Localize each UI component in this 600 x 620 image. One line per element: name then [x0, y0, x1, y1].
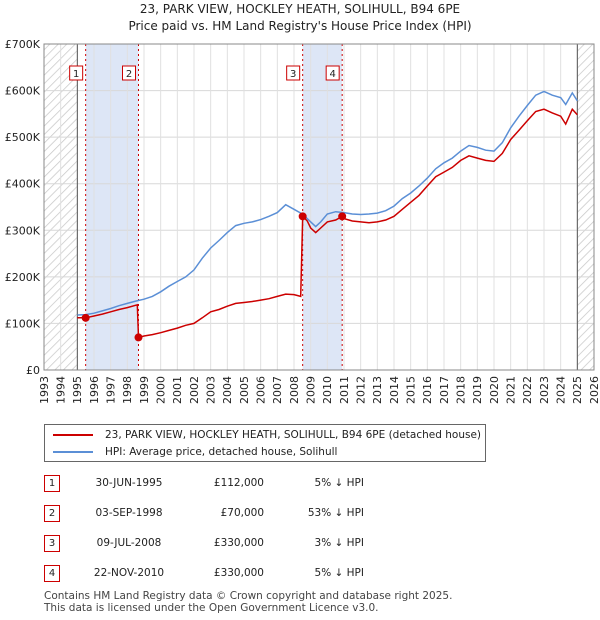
x-tick-label: 2021 — [505, 376, 518, 404]
sale-number-label: 4 — [329, 69, 335, 80]
legend-label-hpi: HPI: Average price, detached house, Soli… — [105, 446, 338, 458]
y-tick-label: £100K — [5, 317, 41, 330]
footer-copyright: Contains HM Land Registry data © Crown c… — [44, 590, 453, 602]
sale-number-box — [325, 65, 340, 81]
chart-subtitle: Price paid vs. HM Land Registry's House … — [128, 19, 472, 33]
x-tick-label: 2010 — [321, 376, 334, 404]
x-tick-label: 2000 — [155, 376, 168, 404]
sale-number: 4 — [44, 565, 60, 582]
sale-date: 03-SEP-1998 — [95, 507, 163, 519]
sale-hpi-diff: 5% ↓ HPI — [314, 567, 364, 579]
table-row: 2 03-SEP-1998 £70,000 53% ↓ HPI — [44, 502, 384, 532]
legend-swatch-property — [53, 434, 93, 436]
footer-licence: This data is licensed under the Open Gov… — [44, 602, 379, 614]
x-tick-label: 2007 — [271, 376, 284, 404]
x-tick-label: 1998 — [121, 376, 134, 404]
legend-item-property: 23, PARK VIEW, HOCKLEY HEATH, SOLIHULL, … — [53, 427, 481, 443]
x-tick-label: 2018 — [455, 376, 468, 404]
x-tick-label: 2002 — [188, 376, 201, 404]
x-tick-label: 1995 — [71, 376, 84, 404]
x-tick-label: 2026 — [588, 376, 600, 404]
sale-price: £70,000 — [220, 507, 264, 519]
sale-point — [298, 212, 307, 221]
price-chart: 1 2 3 4 £0 £100K £200K £300K £400K £500K £600K £70… — [5, 38, 600, 404]
sale-price: £330,000 — [213, 537, 264, 549]
x-tick-label: 1994 — [55, 376, 68, 404]
x-tick-label: 1993 — [38, 376, 51, 404]
y-tick-label: £200K — [5, 271, 41, 284]
y-tick-label: £0 — [26, 364, 40, 377]
x-tick-label: 2009 — [305, 376, 318, 404]
y-tick-label: £700K — [5, 38, 41, 51]
x-tick-label: 1999 — [138, 376, 151, 404]
sale-date: 30-JUN-1995 — [95, 477, 163, 489]
x-tick-label: 2020 — [488, 376, 501, 404]
legend-label-property: 23, PARK VIEW, HOCKLEY HEATH, SOLIHULL, … — [105, 429, 482, 441]
sale-number-label: 2 — [126, 69, 132, 80]
x-tick-label: 2016 — [421, 376, 434, 404]
sale-point — [81, 313, 90, 322]
sale-number-box — [122, 65, 136, 81]
x-tick-label: 2022 — [521, 376, 534, 404]
legend-swatch-hpi — [53, 451, 93, 453]
x-tick-label: 1996 — [88, 376, 101, 404]
chart-title: 23, PARK VIEW, HOCKLEY HEATH, SOLIHULL, … — [139, 2, 461, 16]
x-tick-label: 2011 — [338, 376, 351, 404]
x-tick-label: 2012 — [355, 376, 368, 404]
hpi-line — [77, 90, 578, 316]
highlight-region — [302, 44, 343, 370]
x-tick-label: 2005 — [238, 376, 251, 404]
sale-hpi-diff: 5% ↓ HPI — [314, 477, 364, 489]
sale-number: 2 — [44, 505, 60, 522]
sale-price: £330,000 — [213, 567, 264, 579]
footer: Contains HM Land Registry data © Crown c… — [44, 590, 452, 614]
x-tick-label: 2023 — [538, 376, 551, 404]
sale-number-box — [286, 65, 301, 81]
table-row: 1 30-JUN-1995 £112,000 5% ↓ HPI — [44, 472, 384, 502]
x-tick-label: 2025 — [571, 376, 584, 404]
sale-number: 3 — [44, 535, 60, 552]
x-tick-label: 1997 — [105, 376, 118, 404]
x-tick-label: 2003 — [205, 376, 218, 404]
sale-price: £112,000 — [213, 477, 264, 489]
table-row: 4 22-NOV-2010 £330,000 5% ↓ HPI — [44, 562, 384, 592]
y-tick-label: £300K — [5, 224, 41, 237]
sale-point — [134, 333, 143, 342]
y-tick-label: £400K — [5, 178, 41, 191]
x-tick-label: 2024 — [555, 376, 568, 404]
legend-item-hpi: HPI: Average price, detached house, Soli… — [53, 444, 337, 460]
x-tick-label: 2013 — [371, 376, 384, 404]
sale-number-label: 1 — [73, 69, 79, 80]
x-tick-label: 2004 — [221, 376, 234, 404]
x-tick-label: 2015 — [405, 376, 418, 404]
sale-date: 09-JUL-2008 — [96, 537, 162, 549]
plot-frame — [43, 43, 595, 371]
x-tick-label: 2008 — [288, 376, 301, 404]
legend: 23, PARK VIEW, HOCKLEY HEATH, SOLIHULL, … — [44, 424, 486, 462]
property-price-line — [77, 107, 578, 339]
y-tick-label: £500K — [5, 131, 41, 144]
x-tick-label: 2014 — [388, 376, 401, 404]
y-tick-label: £600K — [5, 85, 41, 98]
hatched-region — [577, 44, 594, 370]
sale-number-label: 3 — [290, 69, 296, 80]
sale-hpi-diff: 53% ↓ HPI — [307, 507, 364, 519]
table-row: 3 09-JUL-2008 £330,000 3% ↓ HPI — [44, 532, 384, 562]
x-tick-label: 2019 — [471, 376, 484, 404]
sale-number: 1 — [44, 475, 60, 492]
sale-point — [338, 212, 347, 221]
sales-table: 1 30-JUN-1995 £112,000 5% ↓ HPI 2 03-SEP… — [44, 472, 384, 592]
x-tick-label: 2017 — [438, 376, 451, 404]
x-tick-label: 2006 — [255, 376, 268, 404]
x-tick-label: 2001 — [171, 376, 184, 404]
sale-number-box — [69, 65, 84, 81]
sale-hpi-diff: 3% ↓ HPI — [314, 537, 364, 549]
sale-date: 22-NOV-2010 — [93, 567, 165, 579]
